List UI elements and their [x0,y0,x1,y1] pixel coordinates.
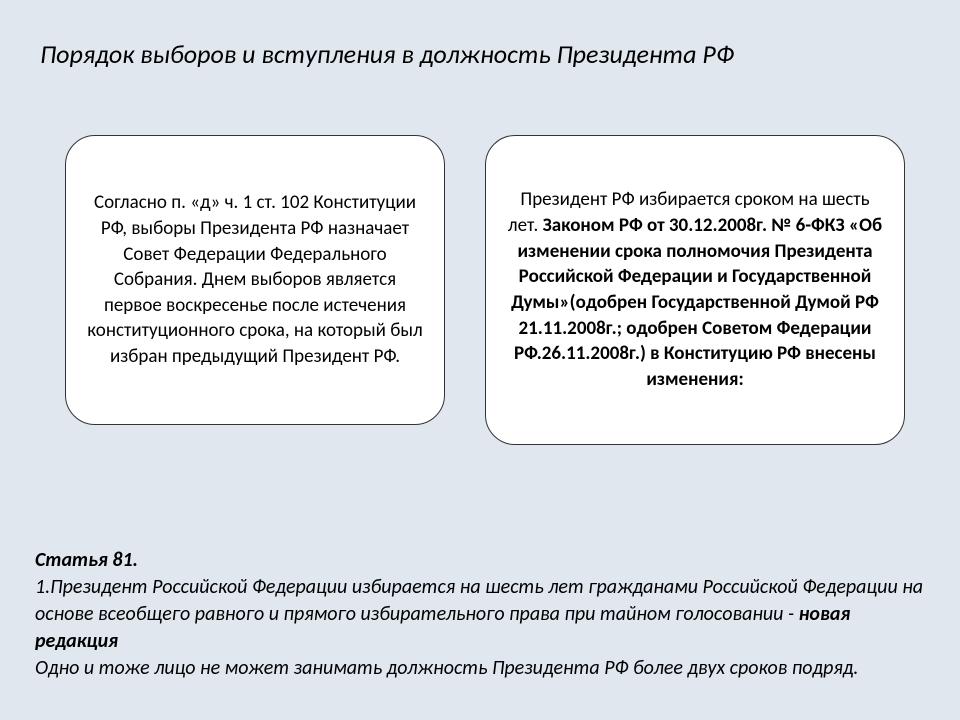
article-line2: Одно и тоже лицо не может занимать должн… [35,656,858,680]
info-box-right: Президент РФ избирается сроком на шесть … [485,135,905,445]
article-section: Статья 81. 1.Президент Российской Федера… [35,547,925,682]
box-right-text: Президент РФ избирается сроком на шесть … [506,187,884,392]
boxes-container: Согласно п. «д» ч. 1 ст. 102 Конституции… [65,135,905,445]
article-line1-prefix: 1.Президент Российской Федерации избирае… [35,575,923,626]
article-title: Статья 81. [35,547,925,574]
slide-title: Порядок выборов и вступления в должность… [40,38,920,70]
box-right-text-bold: Законом РФ от 30.12.2008г. № 6-ФКЗ «Об и… [511,214,882,391]
info-box-left: Согласно п. «д» ч. 1 ст. 102 Конституции… [65,135,445,425]
box-left-text: Согласно п. «д» ч. 1 ст. 102 Конституции… [86,190,424,369]
article-body: 1.Президент Российской Федерации избирае… [35,574,925,682]
